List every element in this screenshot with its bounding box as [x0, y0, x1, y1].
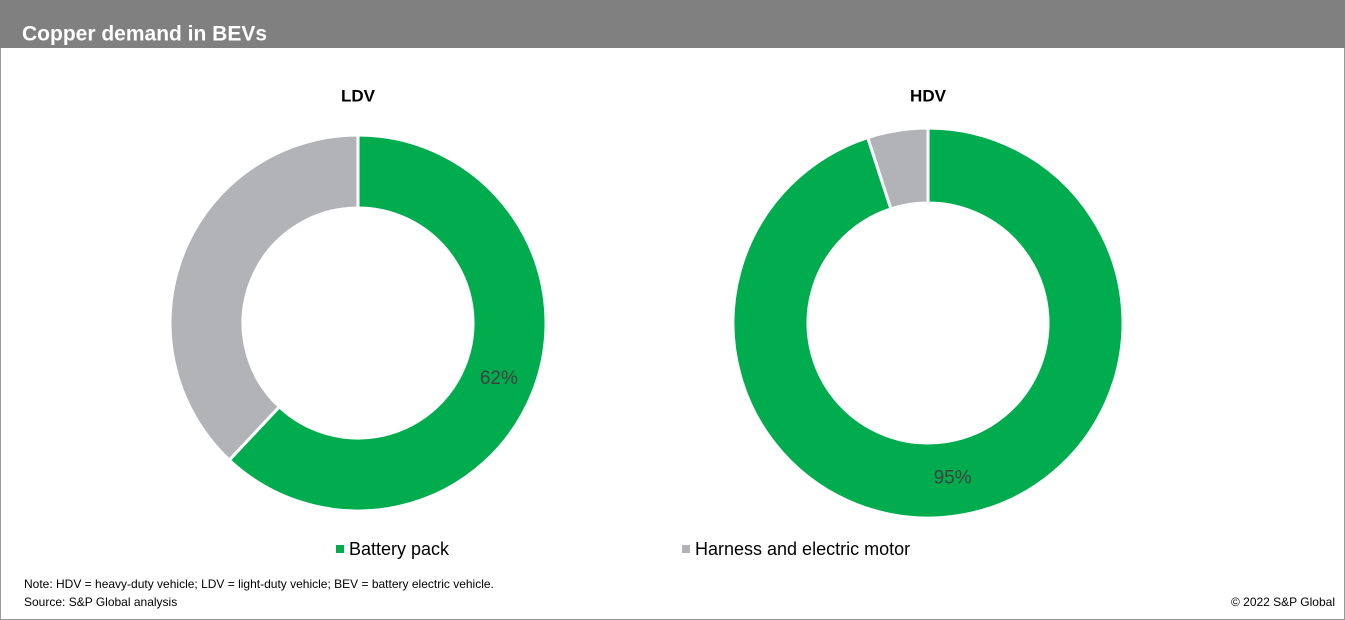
donut-slice: [227, 133, 548, 513]
donut-slice: [731, 126, 1125, 520]
legend-label: Harness and electric motor: [695, 539, 910, 559]
copyright: © 2022 S&P Global: [1231, 595, 1335, 609]
page-title: Copper demand in BEVs: [22, 23, 267, 46]
donut-slice: [168, 133, 360, 463]
chart-title: LDV: [341, 86, 376, 105]
legend-swatch: [682, 545, 690, 553]
note: Note: HDV = heavy-duty vehicle; LDV = li…: [24, 577, 494, 591]
header-bar: [0, 0, 1345, 48]
data-label: 62%: [480, 368, 518, 389]
legend-swatch: [336, 545, 344, 553]
donut-slice: [865, 126, 930, 211]
legend-label: Battery pack: [349, 539, 450, 559]
chart-title: HDV: [910, 86, 947, 105]
source: Source: S&P Global analysis: [24, 595, 177, 609]
data-label: 95%: [934, 468, 972, 489]
